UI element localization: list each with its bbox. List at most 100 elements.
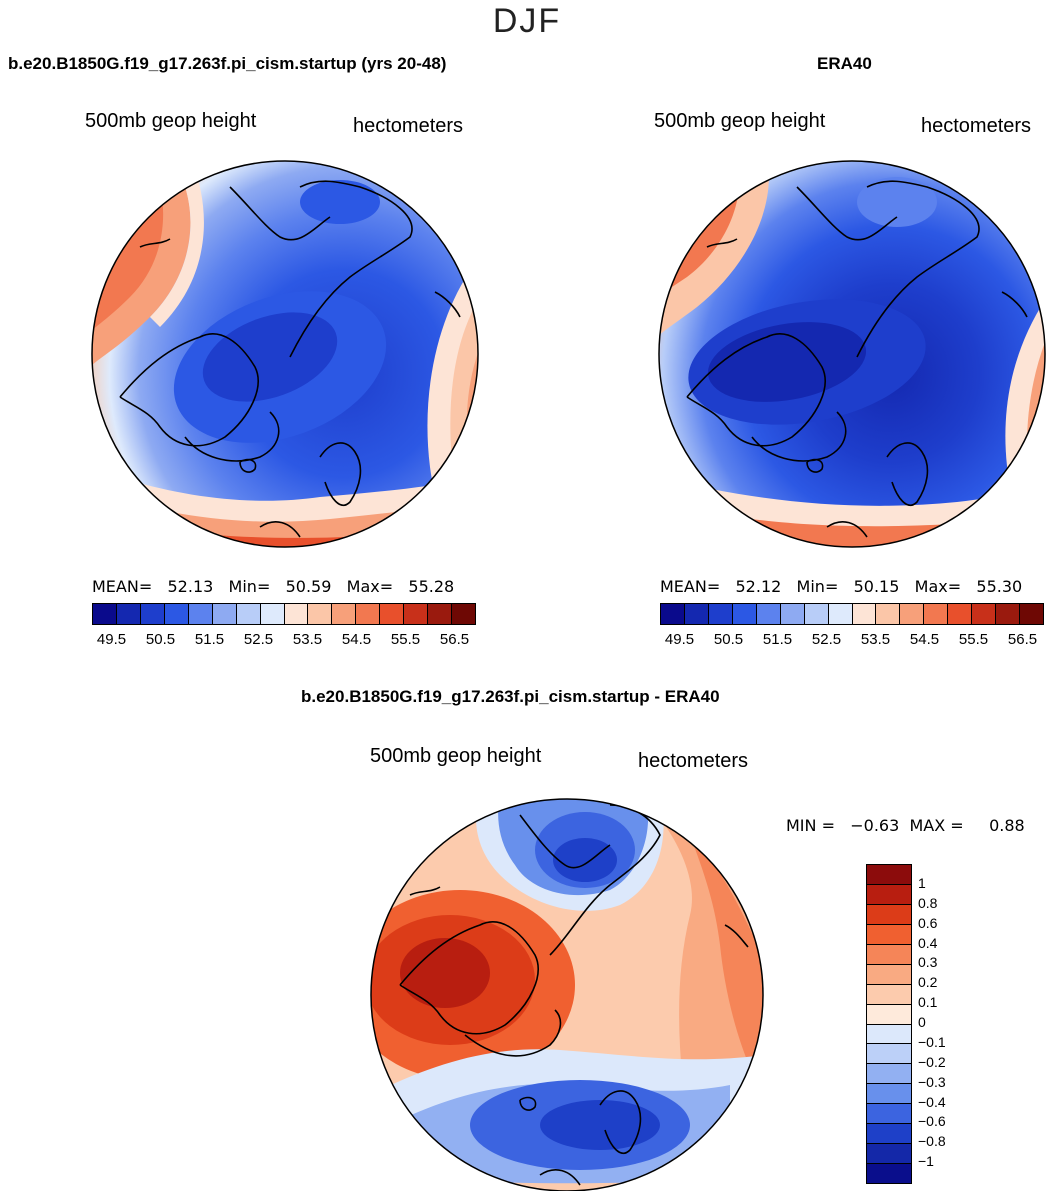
colorbar-swatch xyxy=(780,604,805,624)
colorbar-tick-label: 54.5 xyxy=(341,631,372,648)
colorbar-swatch xyxy=(876,604,901,624)
colorbar-swatch xyxy=(996,604,1021,624)
colorbar-swatch xyxy=(924,604,949,624)
colorbar-tick-label: 53.5 xyxy=(292,631,323,648)
model-panel-title: b.e20.B1850G.f19_g17.263f.pi_cism.startu… xyxy=(8,54,447,73)
colorbar-tick-label: 56.5 xyxy=(439,631,470,648)
colorbar-tick-label: −0.6 xyxy=(918,1113,946,1130)
diff-units-label: hectometers xyxy=(638,750,749,772)
colorbar-swatch xyxy=(404,604,429,624)
diff-polar-map xyxy=(370,798,764,1191)
colorbar-swatch xyxy=(867,1004,911,1025)
obs-units-label: hectometers xyxy=(921,115,1032,137)
model-field-label: 500mb geop height xyxy=(85,110,257,132)
diff-colorbar-ticks: 1 0.8 0.6 0.4 0.3 0.2 0.1 0 −0.1 −0.2 −0.3 −0.4 −0.6… xyxy=(918,864,1038,1182)
colorbar-tick-label: 0.6 xyxy=(918,914,938,931)
colorbar-swatch xyxy=(867,1084,911,1105)
colorbar-swatch xyxy=(948,604,973,624)
colorbar-swatch xyxy=(356,604,381,624)
colorbar-tick-label: 51.5 xyxy=(762,631,793,648)
colorbar-tick-label: 0.1 xyxy=(918,994,938,1011)
diff-stats: MIN = −0.63 MAX = 0.88 xyxy=(786,816,1025,835)
colorbar-swatch xyxy=(867,984,911,1005)
colorbar-tick-label: 52.5 xyxy=(811,631,842,648)
colorbar-tick-label: 56.5 xyxy=(1007,631,1038,648)
colorbar-tick-label: 0.4 xyxy=(918,934,938,951)
colorbar-swatch xyxy=(116,604,141,624)
colorbar-swatch xyxy=(380,604,405,624)
colorbar-swatch xyxy=(188,604,213,624)
colorbar-swatch xyxy=(867,1124,911,1145)
colorbar-tick-label: 49.5 xyxy=(664,631,695,648)
colorbar-tick-label: 54.5 xyxy=(909,631,940,648)
colorbar-tick-label: −1 xyxy=(918,1153,934,1170)
colorbar-swatch xyxy=(867,1044,911,1065)
colorbar-swatch xyxy=(867,944,911,965)
colorbar-tick-label: 49.5 xyxy=(96,631,127,648)
season-title: DJF xyxy=(492,2,562,40)
colorbar-tick-label: 0 xyxy=(918,1014,926,1030)
colorbar-tick-label: 50.5 xyxy=(713,631,744,648)
colorbar-tick-label: 0.8 xyxy=(918,894,938,911)
colorbar-swatch xyxy=(867,904,911,925)
colorbar-swatch xyxy=(452,604,475,624)
colorbar-swatch xyxy=(867,1024,911,1045)
colorbar-swatch xyxy=(804,604,829,624)
colorbar-swatch xyxy=(852,604,877,624)
colorbar-swatch xyxy=(428,604,453,624)
obs-panel-title: ERA40 xyxy=(817,54,872,73)
colorbar-swatch xyxy=(867,1164,911,1183)
colorbar-tick-label: −0.4 xyxy=(918,1093,946,1110)
colorbar-swatch xyxy=(140,604,165,624)
colorbar-swatch xyxy=(684,604,709,624)
colorbar-swatch xyxy=(972,604,997,624)
colorbar-tick-label: 52.5 xyxy=(243,631,274,648)
colorbar-swatch xyxy=(867,884,911,905)
colorbar-swatch xyxy=(1020,604,1043,624)
colorbar-swatch xyxy=(732,604,757,624)
colorbar-swatch xyxy=(900,604,925,624)
diff-colorbar xyxy=(866,864,912,1184)
model-stats: MEAN= 52.13 Min= 50.59 Max= 55.28 xyxy=(92,577,455,596)
model-polar-map xyxy=(91,160,479,548)
colorbar-tick-label: 53.5 xyxy=(860,631,891,648)
colorbar-swatch xyxy=(260,604,285,624)
obs-colorbar-ticks: 49.5 50.5 51.5 52.5 53.5 54.5 55.5 56.5 xyxy=(655,631,1047,648)
colorbar-tick-label: 1 xyxy=(918,874,926,891)
colorbar-swatch xyxy=(867,1104,911,1125)
colorbar-swatch xyxy=(284,604,309,624)
colorbar-swatch xyxy=(332,604,357,624)
colorbar-tick-label: 0.3 xyxy=(918,954,938,971)
colorbar-swatch xyxy=(867,1144,911,1165)
colorbar-swatch xyxy=(867,964,911,985)
model-units-label: hectometers xyxy=(353,115,464,137)
colorbar-swatch xyxy=(164,604,189,624)
obs-polar-map xyxy=(658,160,1046,548)
obs-colorbar xyxy=(660,603,1044,625)
colorbar-swatch xyxy=(867,924,911,945)
colorbar-swatch xyxy=(708,604,733,624)
colorbar-tick-label: −0.1 xyxy=(918,1033,946,1050)
colorbar-tick-label: −0.2 xyxy=(918,1053,946,1070)
colorbar-swatch xyxy=(867,865,911,885)
model-colorbar xyxy=(92,603,476,625)
colorbar-swatch xyxy=(308,604,333,624)
obs-field-label: 500mb geop height xyxy=(654,110,826,132)
colorbar-swatch xyxy=(212,604,237,624)
colorbar-tick-label: 51.5 xyxy=(194,631,225,648)
diff-field-label: 500mb geop height xyxy=(370,745,542,767)
colorbar-swatch xyxy=(867,1064,911,1085)
colorbar-swatch xyxy=(93,604,117,624)
colorbar-tick-label: −0.8 xyxy=(918,1133,946,1150)
colorbar-tick-label: 50.5 xyxy=(145,631,176,648)
colorbar-swatch xyxy=(828,604,853,624)
colorbar-tick-label: 0.2 xyxy=(918,974,938,991)
colorbar-swatch xyxy=(236,604,261,624)
colorbar-tick-label: −0.3 xyxy=(918,1073,946,1090)
obs-stats: MEAN= 52.12 Min= 50.15 Max= 55.30 xyxy=(660,577,1023,596)
model-colorbar-ticks: 49.5 50.5 51.5 52.5 53.5 54.5 55.5 56.5 xyxy=(87,631,479,648)
colorbar-swatch xyxy=(756,604,781,624)
colorbar-tick-label: 55.5 xyxy=(958,631,989,648)
diff-panel-title: b.e20.B1850G.f19_g17.263f.pi_cism.startu… xyxy=(301,687,720,706)
colorbar-swatch xyxy=(661,604,685,624)
